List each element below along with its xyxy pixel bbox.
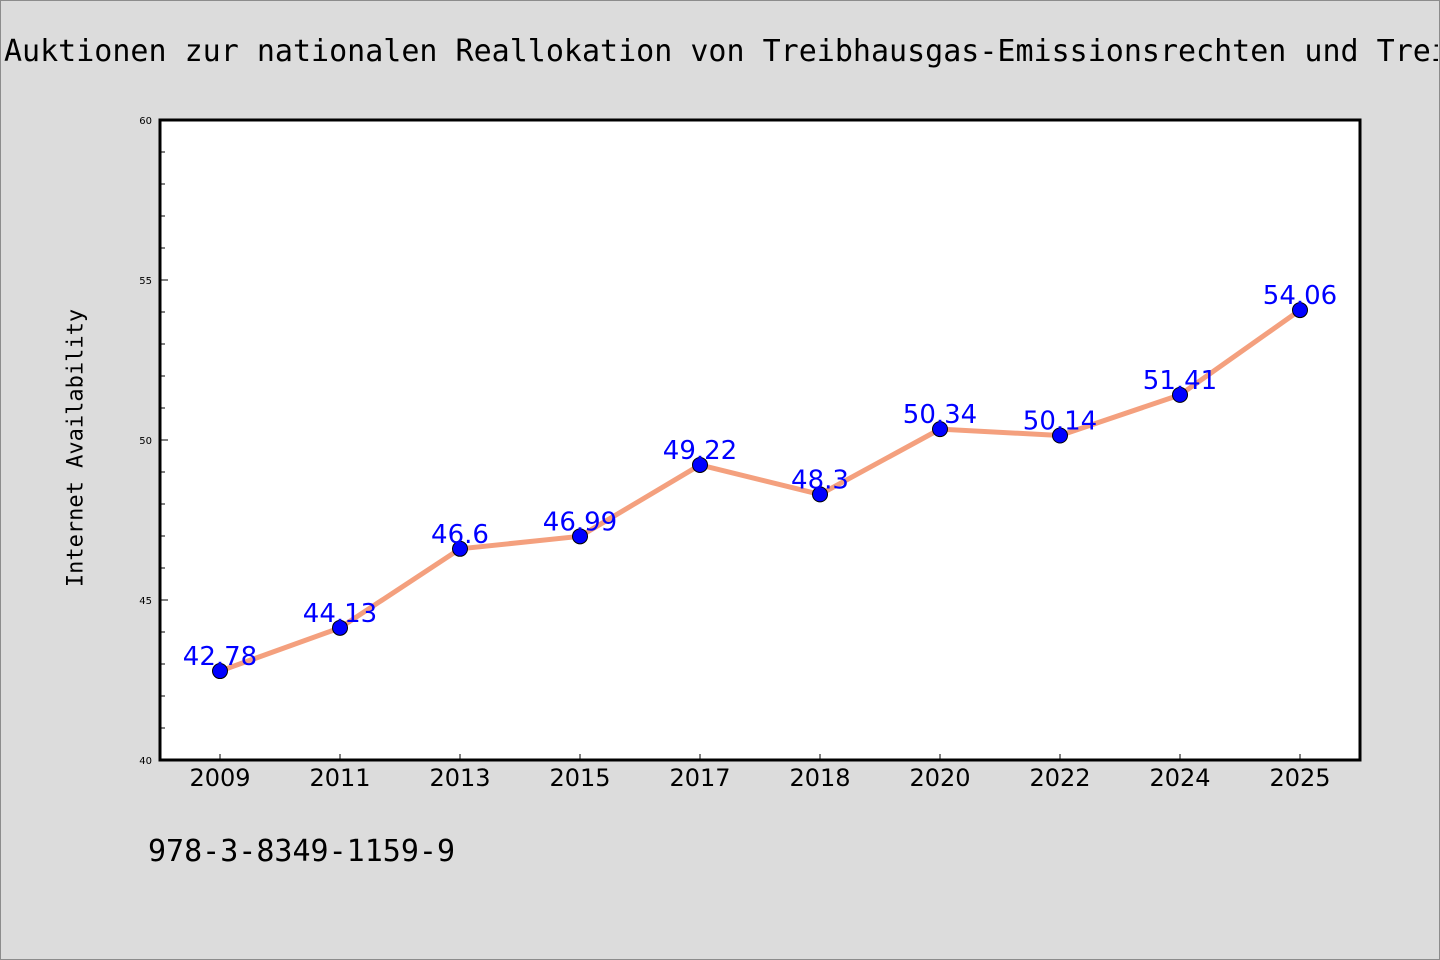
data-point: [1292, 302, 1308, 319]
x-tick-label: 2017: [669, 764, 730, 792]
data-label: 50.14: [1023, 407, 1097, 437]
x-tick-label: 2009: [189, 764, 250, 792]
plot-area: [158, 118, 1362, 762]
x-tick-label: 2018: [789, 764, 850, 792]
chart-title: Auktionen zur nationalen Reallokation vo…: [4, 34, 1438, 69]
y-tick-label: 60: [139, 116, 152, 127]
data-point: [812, 486, 828, 503]
x-tick-label: 2013: [429, 764, 490, 792]
data-label: 46.6: [431, 520, 489, 550]
data-point: [932, 421, 948, 438]
data-label: 50.34: [903, 400, 977, 430]
x-tick-label: 2015: [549, 764, 610, 792]
data-point: [212, 663, 228, 680]
x-tick-label: 2011: [309, 764, 370, 792]
series-line: [217, 307, 1303, 674]
data-label: 51.41: [1143, 366, 1217, 396]
data-label: 42.78: [183, 642, 257, 672]
y-tick-label: 50: [139, 436, 152, 447]
data-labels: 42.78 44.13 46.6 46.99 49.22 48.3 50.34 50.14 51…: [183, 281, 1337, 672]
data-label: 49.22: [663, 436, 737, 466]
y-axis: 40 45 50 55 60: [139, 116, 168, 767]
data-point: [1172, 386, 1188, 403]
x-tick-label: 2022: [1029, 764, 1090, 792]
data-label: 54.06: [1263, 281, 1337, 311]
data-point: [452, 540, 468, 557]
y-tick-label: 45: [139, 596, 152, 607]
data-point: [1052, 427, 1068, 444]
x-tick-label: 2020: [909, 764, 970, 792]
data-point: [692, 456, 708, 473]
data-point: [332, 619, 348, 636]
data-label: 48.3: [791, 465, 849, 495]
x-tick-label: 2024: [1149, 764, 1210, 792]
data-label: 44.13: [303, 599, 377, 629]
y-tick-label: 40: [139, 756, 152, 767]
data-point: [572, 528, 588, 545]
data-label: 46.99: [543, 507, 617, 537]
series-group: [212, 302, 1308, 680]
y-tick-label: 55: [139, 276, 152, 287]
x-tick-label: 2025: [1269, 764, 1330, 792]
x-axis: 2009 2011 2013 2015 2017 2018 2020 2022 2024 2025: [189, 754, 1331, 792]
footnote-isbn: 978-3-8349-1159-9: [148, 834, 456, 869]
